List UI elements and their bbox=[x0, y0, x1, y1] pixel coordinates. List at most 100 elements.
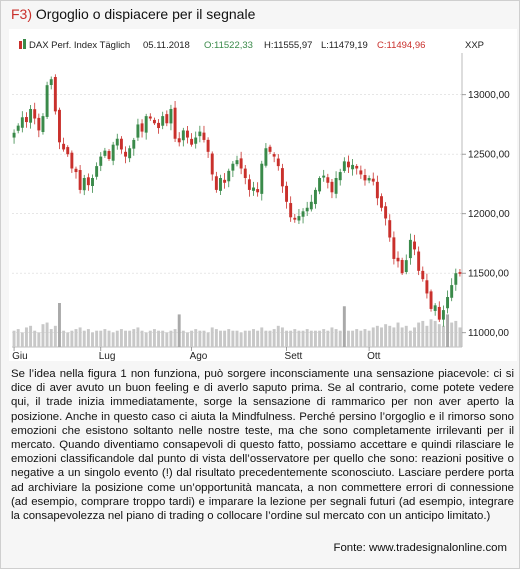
candle-body bbox=[305, 207, 309, 212]
candle-body bbox=[264, 148, 268, 166]
candle-body bbox=[400, 259, 404, 274]
candle-body bbox=[252, 187, 255, 191]
volume-bar bbox=[305, 329, 309, 347]
volume-bar bbox=[115, 330, 119, 347]
candle-body bbox=[417, 251, 421, 271]
candle-body bbox=[206, 139, 210, 152]
legend-candle-up bbox=[23, 39, 26, 49]
candle-body bbox=[41, 116, 45, 132]
volume-bar bbox=[433, 320, 437, 347]
volume-bar bbox=[24, 327, 28, 347]
volume-bar bbox=[384, 324, 388, 347]
volume-bar bbox=[128, 330, 132, 347]
candle-body bbox=[119, 138, 123, 150]
candle-body bbox=[313, 189, 317, 205]
candle-body bbox=[239, 158, 243, 169]
volume-bar bbox=[219, 330, 222, 347]
volume-bar bbox=[417, 322, 421, 347]
candle-body bbox=[165, 114, 169, 124]
candle-body bbox=[276, 158, 280, 167]
volume-bar bbox=[91, 332, 94, 347]
candle-body bbox=[227, 170, 231, 182]
figure-title-text: Orgoglio o dispiacere per il segnale bbox=[35, 6, 256, 22]
volume-bar bbox=[235, 330, 239, 347]
volume-bar bbox=[437, 324, 441, 347]
volume-bar bbox=[458, 327, 462, 347]
figure-title: F3) Orgoglio o dispiacere per il segnale bbox=[11, 6, 255, 26]
y-tick-label: 11000,00 bbox=[468, 328, 509, 339]
volume-bar bbox=[227, 329, 231, 347]
volume-bar bbox=[355, 329, 359, 347]
candle-body bbox=[322, 175, 326, 178]
candle-body bbox=[446, 297, 450, 309]
candle-body bbox=[190, 138, 194, 145]
volume-bar bbox=[301, 330, 305, 347]
candle-body bbox=[388, 220, 392, 238]
volume-bar bbox=[177, 314, 181, 347]
candle-body bbox=[285, 185, 289, 202]
candle-body bbox=[111, 144, 115, 161]
candle-body bbox=[169, 108, 173, 124]
candle-body bbox=[301, 211, 305, 217]
volume-bar bbox=[111, 332, 115, 347]
y-tick-label: 11500,00 bbox=[468, 269, 509, 280]
candle-body bbox=[272, 154, 276, 157]
candle-body bbox=[16, 125, 20, 131]
candle-body bbox=[231, 163, 235, 171]
volume-bar bbox=[252, 329, 255, 347]
volume-bar bbox=[99, 330, 103, 347]
candle-body bbox=[161, 116, 165, 126]
volume-bar bbox=[272, 329, 276, 347]
candle-body bbox=[70, 152, 74, 169]
chart-currency-label: XXP bbox=[465, 40, 484, 51]
candle-body bbox=[309, 201, 313, 210]
volume-bar bbox=[198, 330, 202, 347]
volume-bar bbox=[330, 327, 334, 347]
chart-symbol-label: DAX Perf. Index Täglich bbox=[29, 40, 130, 51]
volume-bar bbox=[78, 327, 82, 347]
figure-number: F3) bbox=[11, 6, 32, 22]
candles bbox=[12, 74, 462, 327]
x-tick-label: Lug bbox=[99, 351, 116, 361]
candle-body bbox=[367, 178, 371, 181]
candle-body bbox=[210, 153, 214, 175]
candlestick-chart-svg: DAX Perf. Index Täglich 05.11.2018 O:115… bbox=[9, 29, 517, 361]
candle-body bbox=[330, 181, 334, 193]
candle-body bbox=[148, 116, 152, 119]
volume-bar bbox=[404, 325, 408, 347]
chart-open-label: O:11522,33 bbox=[204, 40, 253, 51]
volume-bar bbox=[243, 330, 247, 347]
candle-body bbox=[289, 203, 293, 218]
candle-body bbox=[214, 176, 218, 190]
volume-bar bbox=[49, 329, 53, 347]
candle-body bbox=[384, 206, 388, 219]
volume-bar bbox=[408, 330, 412, 347]
volume-bar bbox=[58, 303, 61, 347]
candle-body bbox=[128, 148, 132, 159]
candle-body bbox=[177, 138, 181, 143]
volume-bar bbox=[293, 329, 297, 347]
candle-body bbox=[140, 123, 144, 132]
candle-body bbox=[202, 132, 206, 140]
volume-bar bbox=[276, 325, 280, 347]
volume-bar bbox=[309, 330, 313, 347]
volume-bar bbox=[260, 327, 264, 347]
volume-bar bbox=[388, 325, 392, 347]
volume-bar bbox=[210, 327, 214, 347]
candle-body bbox=[408, 239, 412, 259]
x-axis-ticks: Giu Lug Ago Sett Ott bbox=[12, 347, 381, 361]
volume-bar bbox=[181, 330, 185, 347]
x-tick-label: Ott bbox=[367, 351, 381, 361]
candle-body bbox=[297, 216, 301, 221]
candle-body bbox=[256, 189, 260, 193]
candle-body bbox=[132, 139, 136, 149]
candle-body bbox=[86, 177, 90, 186]
candle-body bbox=[371, 178, 375, 182]
y-axis-ticks: 13000,00 12500,00 12000,00 11500,00 11000,00 bbox=[462, 90, 510, 339]
volume-bar bbox=[351, 330, 355, 347]
volume-bar bbox=[256, 330, 260, 347]
volume-bar bbox=[16, 329, 20, 347]
volume-bar bbox=[223, 330, 227, 347]
volume-bar bbox=[20, 332, 24, 347]
volume-bar bbox=[144, 332, 148, 347]
